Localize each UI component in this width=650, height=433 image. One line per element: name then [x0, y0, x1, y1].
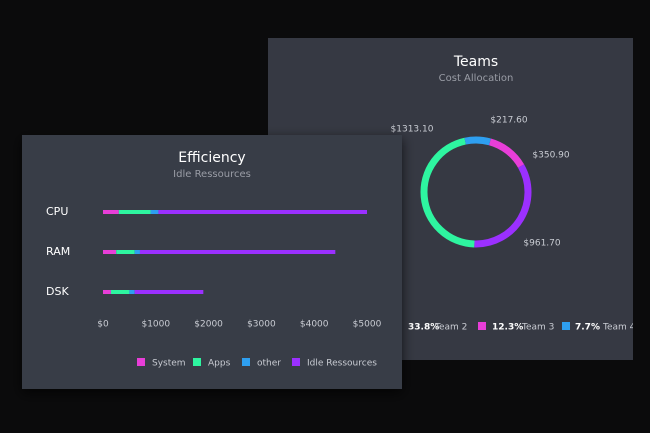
- x-tick-label: $1000: [141, 320, 170, 330]
- bar-segment: [139, 250, 336, 254]
- x-tick-label: $0: [97, 320, 109, 330]
- chart-title: Teams: [453, 54, 498, 70]
- value-label: $217.60: [490, 116, 527, 126]
- bar-segment: [103, 210, 119, 214]
- legend-percent: 12.3%: [492, 323, 523, 333]
- bar-segment: [129, 290, 135, 294]
- x-tick-label: $5000: [353, 320, 382, 330]
- legend-label: other: [257, 359, 281, 369]
- x-tick-label: $2000: [194, 320, 223, 330]
- category-label: CPU: [46, 205, 68, 218]
- category-label: DSK: [46, 285, 69, 298]
- efficiency-panel: [22, 135, 402, 389]
- value-label: $1313.10: [391, 125, 434, 135]
- x-tick-label: $3000: [247, 320, 276, 330]
- bar-segment: [103, 290, 111, 294]
- donut-segment: [474, 164, 532, 248]
- legend-swatch: [292, 358, 300, 366]
- value-label: $961.70: [523, 239, 560, 249]
- bar-segment: [110, 290, 130, 294]
- legend-swatch: [137, 358, 145, 366]
- bar-segment: [116, 250, 135, 254]
- category-label: RAM: [46, 245, 70, 258]
- legend-swatch: [193, 358, 201, 366]
- legend-percent: 33.8%: [408, 323, 439, 333]
- legend-label: Team 3: [521, 323, 554, 333]
- legend-label: Team 4: [602, 323, 636, 333]
- bar-segment: [118, 210, 151, 214]
- legend-percent: 7.7%: [575, 323, 600, 333]
- legend-swatch: [562, 322, 570, 330]
- chart-title: Efficiency: [178, 150, 245, 166]
- legend-label: Team 2: [434, 323, 467, 333]
- legend-swatch: [478, 322, 486, 330]
- bar-segment: [150, 210, 159, 214]
- donut-segment: [464, 136, 491, 146]
- legend-label: Apps: [208, 359, 231, 369]
- bar-segment: [134, 290, 204, 294]
- value-label: $350.90: [532, 151, 569, 161]
- legend-label: Idle Ressources: [307, 359, 377, 369]
- donut-segment: [420, 137, 475, 248]
- chart-subtitle: Idle Ressources: [173, 169, 251, 180]
- bar-segment: [103, 250, 117, 254]
- efficiency-chart: Efficiency Idle Ressources $0 $1000 $2000 $…: [46, 150, 382, 369]
- bar-segment: [158, 210, 367, 214]
- bar-segment: [134, 250, 140, 254]
- x-tick-label: $4000: [300, 320, 329, 330]
- donut-segment: [488, 138, 525, 168]
- legend-label: System: [152, 359, 186, 369]
- chart-subtitle: Cost Allocation: [439, 73, 514, 84]
- teams-chart: Teams Cost Allocation $1313.10 $961.70 $35…: [391, 54, 636, 333]
- legend-swatch: [242, 358, 250, 366]
